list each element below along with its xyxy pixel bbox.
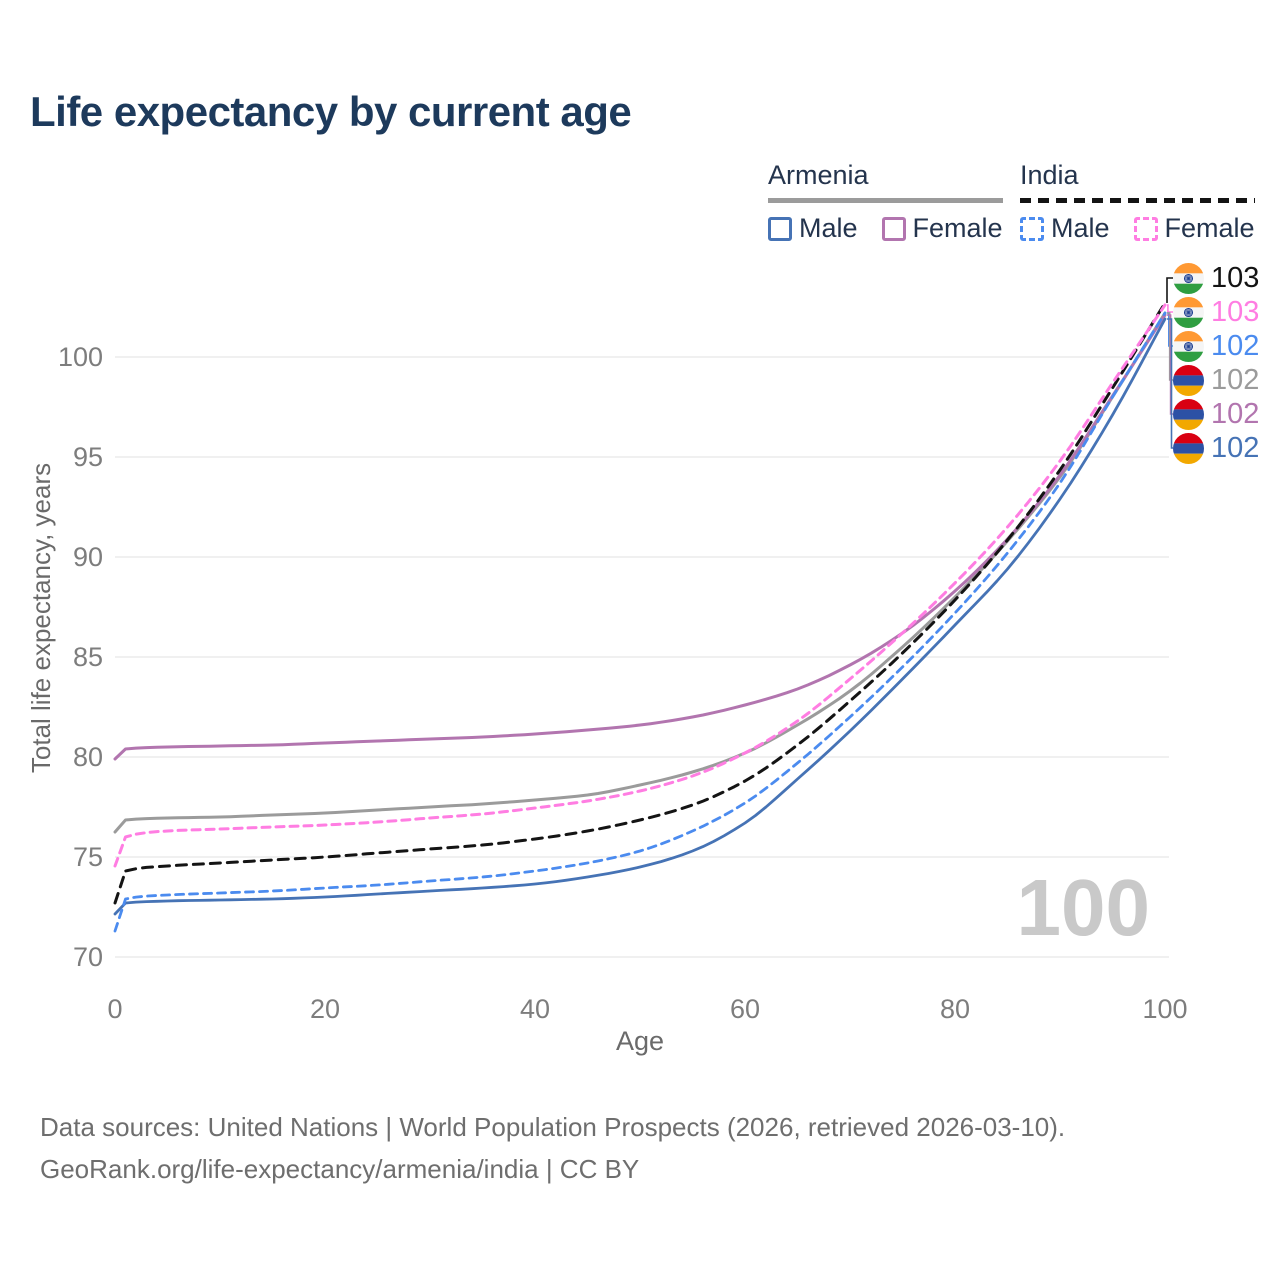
india-female-checkbox[interactable] [1133,216,1158,241]
end-label-row-armenia_both: 102 [1173,363,1259,397]
armenia-female-checkbox[interactable] [881,216,906,241]
x-axis-title: Age [616,1026,664,1056]
x-tick-label: 0 [107,994,122,1024]
y-axis-title: Total life expectancy, years [26,463,56,773]
label-connectors [1166,277,1173,449]
end-label-row-armenia_female: 102 [1173,397,1259,431]
legend-country-armenia[interactable]: Armenia [768,160,869,190]
end-value-labels: 103 103 102 102 102 102 [1173,261,1259,465]
legend-label: Female [1164,213,1255,243]
y-tick-label: 100 [58,342,103,372]
armenia-solid-line-swatch [768,198,1003,203]
india-flag-icon [1173,330,1204,362]
y-tick-label: 70 [73,942,103,972]
y-tick-label: 75 [73,842,103,872]
x-tick-label: 60 [730,994,760,1024]
series-line-armenia_male [113,317,1167,916]
legend-country-india[interactable]: India [1020,160,1079,190]
page-title: Life expectancy by current age [30,88,632,135]
axis-tick-labels: 70 75 80 85 90 95 100 0 20 40 60 80 100 [58,342,1188,1024]
legend-item-armenia-male[interactable]: Male [768,213,858,244]
armenia-flag-icon [1173,432,1204,464]
india-flag-icon [1173,296,1204,328]
india-dashed-line-swatch [1020,198,1255,203]
x-tick-label: 100 [1142,994,1187,1024]
series-line-india_male [113,311,1167,933]
legend-label: Female [912,213,1003,243]
x-tick-label: 80 [940,994,970,1024]
legend-label: Male [1051,213,1110,243]
end-label-row-india_female: 103 [1173,295,1259,329]
x-tick-label: 40 [520,994,550,1024]
legend-group-india: India Male Female [1020,160,1255,244]
data-source-line: Data sources: United Nations | World Pop… [40,1112,1066,1142]
series-lines [113,301,1167,933]
end-value-armenia_male: 102 [1211,431,1260,464]
india-male-checkbox[interactable] [1020,216,1044,241]
armenia-flag-icon [1173,398,1204,430]
legend-label: Male [799,213,858,243]
end-value-india_both: 103 [1211,261,1260,294]
end-value-armenia_both: 102 [1211,363,1260,396]
y-tick-label: 95 [73,442,103,472]
footer-attribution: Data sources: United Nations | World Pop… [40,1106,1065,1190]
legend-group-armenia: Armenia Male Female [768,160,1003,244]
connector-india_female [1167,304,1173,313]
india-flag-icon [1173,262,1204,294]
end-value-india_male: 102 [1211,329,1260,362]
legend-row-india: Male Female [1020,213,1255,244]
end-label-row-india_male: 102 [1173,329,1259,363]
series-line-india_female [113,303,1167,868]
connector-armenia_male [1167,318,1173,449]
x-tick-label: 20 [310,994,340,1024]
y-tick-label: 90 [73,542,103,572]
end-value-armenia_female: 102 [1211,397,1260,430]
end-label-row-armenia_male: 102 [1173,431,1259,465]
current-age-watermark: 100 [1016,863,1150,952]
end-value-india_female: 103 [1211,295,1260,328]
legend-item-india-female[interactable]: Female [1133,213,1255,244]
legend-item-india-male[interactable]: Male [1020,213,1110,244]
series-line-armenia_both [113,311,1167,834]
series-line-india_both [113,301,1167,905]
series-line-armenia_female [113,313,1167,761]
connector-india_both [1166,277,1173,303]
legend-item-armenia-female[interactable]: Female [881,213,1003,244]
armenia-male-checkbox[interactable] [768,216,792,241]
end-label-row-india_both: 103 [1173,261,1259,295]
source-url-line: GeoRank.org/life-expectancy/armenia/indi… [40,1154,640,1184]
armenia-flag-icon [1173,364,1204,396]
legend-row-armenia: Male Female [768,213,1003,244]
y-tick-label: 85 [73,642,103,672]
y-tick-label: 80 [73,742,103,772]
